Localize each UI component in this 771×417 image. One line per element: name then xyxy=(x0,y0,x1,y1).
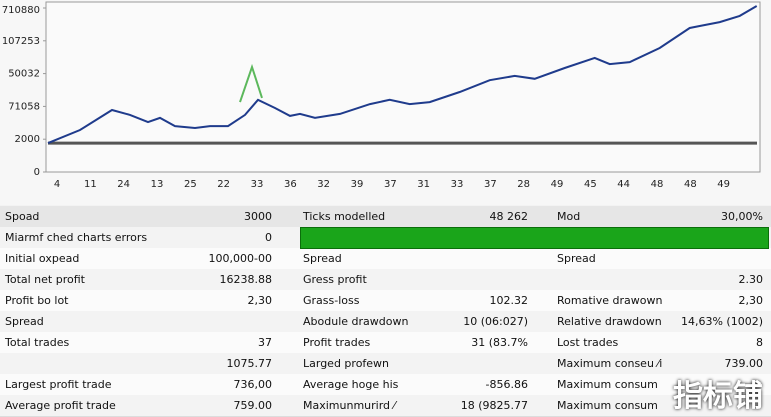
cell-value: 30,00% xyxy=(721,210,763,223)
x-tick-label: 37 xyxy=(484,179,497,190)
cell-label: Maximunmurird ⁄ xyxy=(303,399,396,412)
cell-label: Lost trades xyxy=(557,336,619,349)
line-series xyxy=(239,63,263,103)
cell-value: 736,00 xyxy=(233,378,273,391)
cell-value: 739.00 xyxy=(724,357,764,370)
cell-value: 759.00 xyxy=(233,399,273,412)
x-tick-label: 24 xyxy=(117,179,130,190)
table-row xyxy=(0,206,771,228)
x-tick-label: 13 xyxy=(151,179,164,190)
cell-value: 31 (83.7% xyxy=(471,336,528,349)
y-tick-label: 710880 xyxy=(2,5,40,16)
x-tick-label: 4 xyxy=(54,179,60,190)
cell-label: Profit bo lot xyxy=(5,294,69,307)
cell-label: Larged profewn xyxy=(303,357,390,370)
x-tick-label: 36 xyxy=(284,179,297,190)
cell-label: Romative drawown xyxy=(557,294,663,307)
cell-value: 2.30 xyxy=(738,273,764,286)
cell-label: Maximum conseu ⁄i xyxy=(557,357,663,370)
table-row xyxy=(0,332,771,354)
cell-value: 0 xyxy=(265,231,272,244)
plot-frame xyxy=(45,1,761,173)
x-tick-label: 28 xyxy=(517,179,530,190)
cell-value: 37 xyxy=(258,336,272,349)
cell-value: -856.86 xyxy=(485,378,528,391)
cell-label: Spread xyxy=(557,252,596,265)
cell-label: Mod xyxy=(557,210,581,223)
cell-value: 102.32 xyxy=(489,294,529,307)
cell-value: 10 (06:027) xyxy=(463,315,528,328)
cell-value: 2,30 xyxy=(738,294,764,307)
table-row xyxy=(0,269,771,291)
y-tick-label: 71058 xyxy=(8,101,40,112)
watermark: 指标铺 xyxy=(673,379,763,414)
cell-label: Spoad xyxy=(5,210,40,223)
x-tick-label: 32 xyxy=(317,179,330,190)
cell-label: Total trades xyxy=(5,336,70,349)
chart: 0 2000 71058 50032 107253 710880 4 11 24 13 25 22 33… xyxy=(0,0,771,205)
cell-label: Spread xyxy=(303,252,342,265)
y-tick-label: 2000 xyxy=(15,134,40,145)
cell-label: Profit trades xyxy=(303,336,371,349)
x-tick-label: 37 xyxy=(384,179,397,190)
cell-label: Total net profit xyxy=(5,273,85,286)
cell-label: Spread xyxy=(5,315,44,328)
cell-label: Maximum consum xyxy=(557,399,658,412)
cell-label: Average hoge his xyxy=(303,378,399,391)
cell-value: 14,63% (1002) xyxy=(680,315,763,328)
x-tick-label: 49 xyxy=(551,179,564,190)
x-tick-label: 22 xyxy=(217,179,230,190)
x-tick-label: 44 xyxy=(617,179,630,190)
quality-bar xyxy=(300,227,769,249)
x-tick-label: 33 xyxy=(251,179,264,190)
x-tick-label: 39 xyxy=(351,179,364,190)
cell-label: Gress profit xyxy=(303,273,367,286)
cell-value: 1075.77 xyxy=(226,357,273,370)
cell-label: Initial oxpead xyxy=(5,252,80,265)
y-tick-label: 50032 xyxy=(8,69,40,80)
x-tick-label: 25 xyxy=(184,179,197,190)
x-tick-label: 11 xyxy=(84,179,97,190)
x-tick-label: 45 xyxy=(584,179,597,190)
y-tick-label: 0 xyxy=(34,167,40,178)
cell-value: 18 (9825.77 xyxy=(460,399,528,412)
cell-label: Ticks modelled xyxy=(303,210,386,223)
cell-label: Relative drawdown xyxy=(557,315,662,328)
line-series xyxy=(47,5,758,145)
table-row xyxy=(0,248,771,270)
cell-label: Largest profit trade xyxy=(5,378,112,391)
x-tick-label: 33 xyxy=(451,179,464,190)
x-tick-label: 48 xyxy=(684,179,697,190)
cell-value: 3000 xyxy=(244,210,272,223)
cell-value: 48 262 xyxy=(489,210,529,223)
cell-label: Abodule drawdown xyxy=(303,315,409,328)
cell-value: 16238.88 xyxy=(219,273,273,286)
x-tick-label: 31 xyxy=(417,179,430,190)
x-tick-label: 49 xyxy=(717,179,730,190)
cell-label: Maximum consum xyxy=(557,378,658,391)
cell-value: 2,30 xyxy=(247,294,273,307)
cell-label: Average profit trade xyxy=(5,399,116,412)
cell-value: 8 xyxy=(756,336,763,349)
cell-value: 100,000-00 xyxy=(208,252,272,265)
cell-label: Miarmf ched charts errors xyxy=(5,231,148,244)
cell-label: Grass-loss xyxy=(303,294,360,307)
y-tick-label: 107253 xyxy=(2,36,40,47)
x-tick-label: 48 xyxy=(651,179,664,190)
